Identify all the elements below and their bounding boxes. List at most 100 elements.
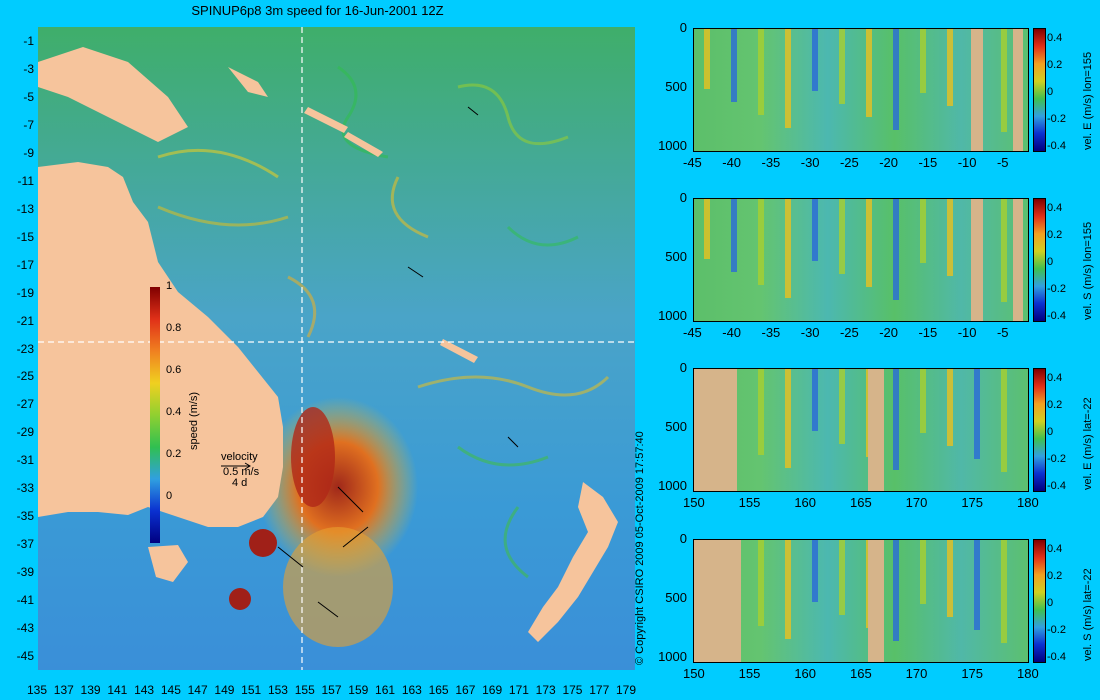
section-label-1: vel. E (m/s) lon=155	[1082, 51, 1094, 150]
section-y-tick: 1000	[658, 648, 687, 664]
section-label-4: vel. S (m/s) lat=-22	[1082, 568, 1094, 661]
section-colorbar-2	[1033, 198, 1046, 322]
section-land	[867, 369, 885, 491]
section-colorbar-tick: -0.4	[1047, 140, 1066, 152]
lon-tick-label: 155	[294, 683, 315, 697]
section-y-tick: 1000	[658, 477, 687, 493]
section-colorbar-tick: 0	[1047, 597, 1054, 609]
section-x-tick: -20	[879, 325, 899, 340]
lat-tick-label: -21	[16, 313, 34, 328]
section-x-tick: -25	[839, 325, 859, 340]
section-land	[971, 199, 983, 321]
section-colorbar-tick: 0.4	[1047, 32, 1063, 44]
speed-colorbar-tick: 0.6	[166, 364, 182, 376]
land-new-caledonia	[440, 339, 478, 363]
section-y-tick: 500	[665, 418, 687, 434]
lon-tick-label: 177	[589, 683, 610, 697]
lat-tick-label: -31	[16, 453, 34, 468]
section-colorbar-tick: -0.2	[1047, 624, 1066, 636]
section-x-tick: 165	[850, 666, 872, 681]
velocity-key-arrow-icon	[221, 462, 251, 470]
map-lon-axis: 135 137 139 141 143 145 147 149 151 153 155 157 159 1…	[27, 683, 636, 699]
section-colorbar-tick: -0.4	[1047, 480, 1066, 492]
lon-tick-label: 147	[187, 683, 208, 697]
section-colorbar-tick: -0.4	[1047, 651, 1066, 663]
section-x-tick: -10	[957, 325, 977, 340]
section-land	[867, 540, 885, 662]
lat-tick-label: -9	[23, 145, 34, 160]
lon-tick-label: 167	[455, 683, 476, 697]
section-x-tick: 180	[1017, 495, 1039, 510]
section-y-tick: 0	[679, 190, 687, 205]
lon-tick-label: 173	[535, 683, 556, 697]
section-x-tick: -40	[722, 155, 742, 170]
section-x-tick: -5	[996, 155, 1009, 170]
section-x-tick: 160	[794, 495, 817, 510]
section-y-tick: 0	[679, 360, 687, 375]
section-y-tick: 0	[679, 20, 687, 35]
lon-tick-label: 161	[375, 683, 396, 697]
lon-tick-label: 135	[27, 683, 48, 697]
eddy-2	[229, 588, 251, 610]
section-x-tick: 170	[905, 495, 928, 510]
lat-tick-label: -29	[16, 425, 34, 440]
section-plot-3	[693, 368, 1029, 492]
section-land	[1012, 199, 1023, 321]
land-new-zealand	[528, 482, 618, 642]
speed-colorbar-tick: 0	[166, 490, 173, 502]
section-x-tick: -30	[800, 155, 820, 170]
lon-tick-label: 139	[80, 683, 101, 697]
section-x-tick: -15	[918, 325, 938, 340]
section-y-tick: 500	[665, 78, 687, 94]
section-x-tick: 150	[683, 666, 705, 681]
section-y-tick: 1000	[658, 307, 687, 323]
section-colorbar-tick: 0	[1047, 426, 1054, 438]
section-colorbar-3	[1033, 368, 1046, 492]
lat-tick-label: -41	[16, 593, 34, 608]
section-colorbar-tick: 0.4	[1047, 202, 1063, 214]
section-x-tick: -35	[761, 325, 781, 340]
lon-tick-label: 159	[348, 683, 369, 697]
section-x-tick: -45	[683, 325, 702, 340]
section-x-tick: 155	[738, 495, 761, 510]
land-tasmania	[148, 545, 188, 582]
section-x-tick: -30	[800, 325, 820, 340]
section-land	[1012, 29, 1023, 151]
lon-tick-label: 141	[107, 683, 128, 697]
lat-tick-label: -43	[16, 621, 34, 636]
lon-tick-label: 165	[428, 683, 449, 697]
lat-tick-label: -33	[16, 481, 34, 496]
section-x-tick: 155	[738, 666, 761, 681]
section-x-tick: -20	[879, 155, 899, 170]
section-y-tick: 500	[665, 248, 687, 264]
section-colorbar-tick: -0.2	[1047, 453, 1066, 465]
section-x-tick: 165	[850, 495, 872, 510]
section-plot-2	[693, 198, 1029, 322]
section-colorbar-tick: 0.4	[1047, 372, 1063, 384]
section-y-tick: 0	[679, 531, 687, 546]
section-colorbar-tick: 0	[1047, 86, 1054, 98]
section-colorbar-tick: 0.2	[1047, 570, 1063, 582]
section-land	[694, 540, 741, 662]
velocity-key-title: velocity	[221, 451, 258, 463]
velocity-key-time: 4 d	[232, 477, 248, 489]
section-colorbar-tick: 0.2	[1047, 399, 1063, 411]
section-colorbar-1	[1033, 28, 1046, 152]
copyright-text: © Copyright CSIRO 2009 05-Oct-2009 17:57…	[634, 431, 646, 665]
section-x-tick: 175	[961, 495, 984, 510]
speed-colorbar-tick: 1	[166, 280, 173, 292]
section-colorbar-tick: 0.2	[1047, 59, 1063, 71]
section-x-tick: -45	[683, 155, 702, 170]
section-x-tick: -40	[722, 325, 742, 340]
speed-colorbar-tick: 0.2	[166, 448, 182, 460]
lat-tick-label: -1	[23, 34, 34, 48]
section-x-tick: 160	[794, 666, 817, 681]
section-x-tick: 180	[1017, 666, 1039, 681]
lat-tick-label: -27	[16, 397, 34, 412]
lat-tick-label: -19	[16, 285, 34, 300]
section-y-tick: 500	[665, 589, 687, 605]
section-colorbar-tick: 0	[1047, 256, 1054, 268]
speed-colorbar-label: speed (m/s)	[188, 391, 200, 450]
lat-tick-label: -37	[16, 537, 34, 552]
lat-tick-label: -5	[23, 89, 34, 104]
